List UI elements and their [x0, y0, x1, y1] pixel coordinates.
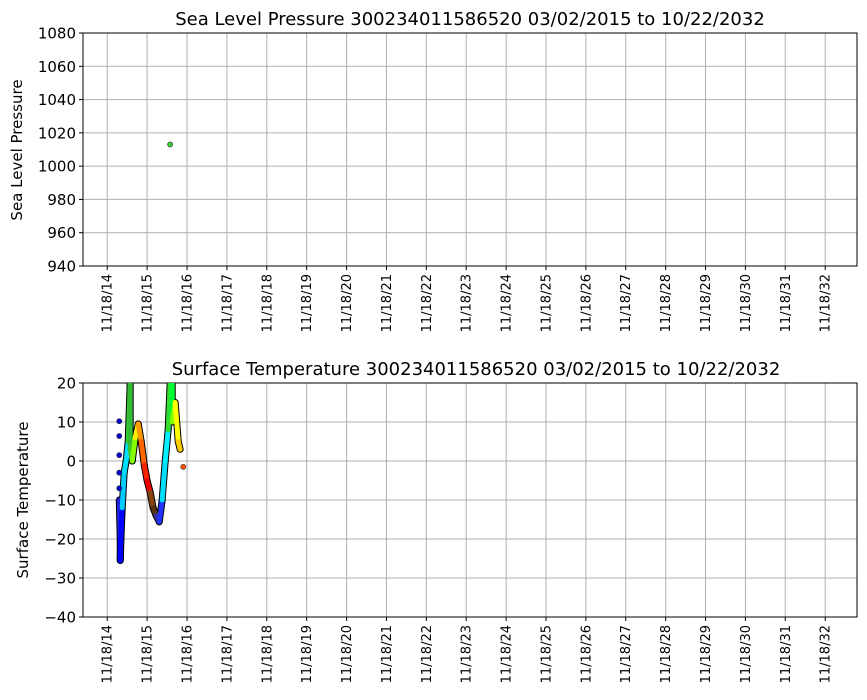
- x-tick-label: 11/18/15: [141, 625, 156, 683]
- plot-frame: [82, 32, 858, 267]
- track-segment: [119, 470, 127, 511]
- x-tick-label: 11/18/18: [260, 274, 275, 332]
- x-tick-label: 11/18/21: [380, 625, 395, 683]
- x-tick-label: 11/18/31: [779, 625, 794, 683]
- y-tick-label: 1000: [38, 158, 76, 176]
- chart-title: Sea Level Pressure 300234011586520 03/02…: [175, 9, 765, 30]
- y-tick-label: 10: [57, 414, 76, 432]
- x-tick-label: 11/18/23: [460, 625, 475, 683]
- x-tick-label: 11/18/16: [181, 625, 196, 683]
- track-segment: [129, 435, 138, 464]
- track-segment: [156, 497, 165, 525]
- y-tick-label: 1080: [38, 25, 76, 43]
- x-tick-label: 11/18/20: [340, 625, 355, 683]
- x-tick-label: 11/18/32: [819, 625, 834, 683]
- x-tick-label: 11/18/28: [659, 274, 674, 332]
- track-segment: [138, 439, 147, 468]
- track-segment: [117, 528, 124, 563]
- x-tick-label: 11/18/24: [500, 274, 515, 332]
- y-tick-label: 20: [57, 375, 76, 393]
- x-tick-label: 11/18/29: [699, 625, 714, 683]
- track-segment: [172, 400, 181, 444]
- x-tick-label: 11/18/26: [579, 274, 594, 332]
- x-tick-label: 11/18/31: [779, 274, 794, 332]
- x-tick-label: 11/18/30: [739, 274, 754, 332]
- x-tick-label: 11/18/30: [739, 625, 754, 683]
- x-tick-label: 11/18/27: [619, 274, 634, 332]
- x-tick-label: 11/18/19: [300, 625, 315, 683]
- x-tick-label: 11/18/23: [460, 274, 475, 332]
- data-point: [116, 469, 123, 476]
- x-tick-label: 11/18/25: [540, 625, 555, 683]
- x-tick-label: 11/18/15: [141, 274, 156, 332]
- x-tick-label: 11/18/14: [101, 274, 116, 332]
- x-tick-label: 11/18/14: [101, 625, 116, 683]
- y-tick-label: 1020: [38, 124, 76, 142]
- y-axis-label: Surface Temperature: [14, 422, 32, 579]
- data-point: [116, 418, 123, 425]
- data-point: [116, 485, 123, 492]
- y-tick-label: 1040: [38, 91, 76, 109]
- track-segment: [118, 505, 125, 534]
- x-tick-label: 11/18/29: [699, 274, 714, 332]
- data-point: [116, 452, 123, 459]
- sea-level-pressure-chart: Sea Level Pressure 300234011586520 03/02…: [8, 9, 858, 332]
- track-segment: [175, 439, 183, 452]
- x-tick-label: 11/18/32: [819, 274, 834, 332]
- x-tick-label: 11/18/27: [619, 625, 634, 683]
- data-point: [167, 141, 174, 148]
- y-axis-label: Sea Level Pressure: [8, 79, 26, 220]
- x-tick-label: 11/18/16: [181, 274, 196, 332]
- y-tick-label: 0: [66, 453, 76, 471]
- y-tick-label: −30: [44, 570, 76, 588]
- y-tick-label: 980: [47, 191, 76, 209]
- x-tick-label: 11/18/24: [500, 625, 515, 683]
- track-segment: [147, 489, 156, 511]
- x-tick-label: 11/18/21: [380, 274, 395, 332]
- x-tick-label: 11/18/19: [300, 274, 315, 332]
- y-tick-label: −40: [44, 609, 76, 627]
- x-tick-label: 11/18/28: [659, 625, 674, 683]
- track-segment: [141, 462, 150, 483]
- y-tick-label: 940: [47, 258, 76, 276]
- plot-frame: [82, 382, 858, 618]
- track-segment: [159, 458, 168, 503]
- y-tick-label: −10: [44, 492, 76, 510]
- x-tick-label: 11/18/22: [420, 625, 435, 683]
- x-tick-label: 11/18/18: [260, 625, 275, 683]
- data-point: [116, 433, 123, 439]
- y-tick-label: 960: [47, 224, 76, 242]
- x-tick-label: 11/18/25: [540, 274, 555, 332]
- x-tick-label: 11/18/17: [220, 274, 235, 332]
- x-tick-label: 11/18/22: [420, 274, 435, 332]
- x-tick-label: 11/18/26: [579, 625, 594, 683]
- track-segment: [135, 421, 144, 444]
- x-tick-label: 11/18/17: [220, 625, 235, 683]
- y-tick-label: −20: [44, 531, 76, 549]
- track-segment: [162, 427, 171, 464]
- y-tick-label: 1060: [38, 58, 76, 76]
- x-tick-label: 11/18/20: [340, 274, 355, 332]
- surface-temperature-chart: Surface Temperature 300234011586520 03/0…: [14, 359, 858, 683]
- chart-title: Surface Temperature 300234011586520 03/0…: [172, 359, 781, 380]
- data-point: [180, 463, 187, 470]
